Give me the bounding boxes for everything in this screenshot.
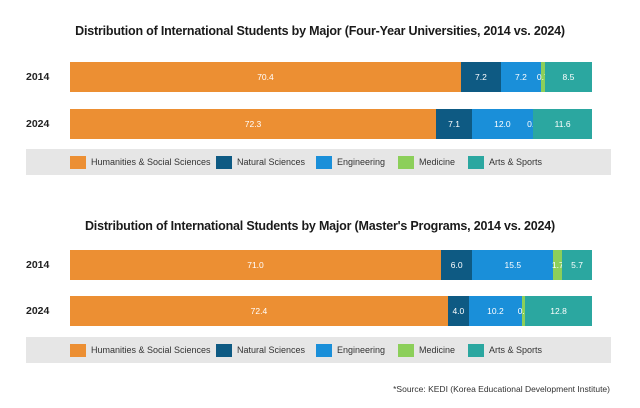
stacked-bar: 70.4 7.2 7.2 0.7 8.5: [70, 62, 592, 92]
bar-segment-engineering: [468, 296, 523, 326]
data-label: 5.7: [571, 260, 584, 270]
bar-segment-humanities: [70, 62, 461, 92]
bar-segment-arts: [562, 250, 592, 280]
data-label: 0.1: [527, 109, 539, 139]
category-label: 2024: [26, 305, 50, 317]
legend-label: Arts & Sports: [489, 345, 543, 355]
bar-segment-engineering: [500, 62, 541, 92]
legend-label: Humanities & Social Sciences: [91, 345, 211, 355]
legend-swatch: [316, 343, 332, 357]
legend-swatch: [216, 343, 232, 357]
stacked-bar: 72.4 4.0 10.2 0.6 12.8: [70, 296, 592, 326]
legend-item-medicine: Medicine: [398, 149, 455, 175]
legend-item-engineering: Engineering: [316, 149, 385, 175]
legend: Humanities & Social Sciences Natural Scie…: [26, 337, 611, 363]
legend-item-arts: Arts & Sports: [468, 149, 542, 175]
data-label: 10.2: [487, 306, 504, 316]
legend-swatch: [70, 155, 86, 169]
data-label: 72.3: [244, 119, 262, 129]
data-label: 12.0: [494, 119, 511, 129]
chart-title: Distribution of International Students b…: [75, 24, 565, 38]
legend-label: Arts & Sports: [489, 157, 543, 167]
data-label: 8.5: [562, 72, 575, 82]
data-label: 72.4: [250, 306, 268, 316]
bar-segment-humanities: [70, 296, 448, 326]
bar-segment-arts: [525, 296, 592, 326]
bar-segment-natural: [436, 109, 472, 139]
data-label: 11.6: [554, 119, 571, 129]
legend-item-natural: Natural Sciences: [216, 149, 305, 175]
bar-segment-natural: [447, 296, 469, 326]
category-label: 2014: [26, 71, 50, 83]
bar-segment-engineering: [472, 250, 554, 280]
legend-item-natural: Natural Sciences: [216, 337, 305, 363]
legend-label: Medicine: [419, 345, 456, 355]
source-note: *Source: KEDI (Korea Educational Develop…: [393, 384, 610, 394]
data-label: 4.0: [452, 306, 465, 316]
legend-item-arts: Arts & Sports: [468, 337, 542, 363]
stacked-bar: 72.3 7.1 12.0 0.1 11.6: [70, 109, 592, 139]
data-label: 7.2: [514, 72, 527, 82]
data-label: 1.7: [551, 260, 564, 270]
legend-swatch: [468, 343, 484, 357]
data-label: 0.6: [517, 306, 530, 316]
legend-label: Engineering: [337, 157, 386, 167]
data-label: 6.0: [450, 260, 463, 270]
bar-segment-natural: [460, 62, 501, 92]
legend-swatch: [216, 155, 232, 169]
stacked-bar: 71.0 6.0 15.5 1.7 5.7: [70, 250, 592, 280]
bar-segment-humanities: [70, 250, 441, 280]
legend-swatch: [316, 155, 332, 169]
legend-item-medicine: Medicine: [398, 337, 455, 363]
bar-segment-arts: [533, 109, 592, 139]
data-label: 71.0: [247, 260, 264, 270]
bar-segment-natural: [440, 250, 473, 280]
legend-swatch: [468, 155, 484, 169]
legend-swatch: [398, 155, 414, 169]
legend-swatch: [398, 343, 414, 357]
legend-item-engineering: Engineering: [316, 337, 385, 363]
legend-label: Engineering: [337, 345, 386, 355]
category-label: 2014: [26, 259, 50, 271]
bar-segment-medicine: [532, 109, 534, 139]
data-label: 7.2: [475, 72, 487, 82]
bar-segment-humanities: [70, 109, 437, 139]
legend-label: Medicine: [419, 157, 456, 167]
legend-swatch: [70, 343, 86, 357]
legend: Humanities & Social Sciences Natural Scie…: [26, 149, 611, 175]
data-label: 15.5: [504, 260, 522, 270]
data-label: 7.1: [448, 119, 460, 129]
bar-segment-arts: [544, 62, 592, 92]
category-label: 2024: [26, 118, 50, 130]
bar-segment-medicine: [553, 250, 563, 280]
legend-label: Natural Sciences: [237, 157, 306, 167]
chart-title: Distribution of International Students b…: [84, 219, 556, 233]
bar-segment-medicine: [540, 62, 545, 92]
data-label: 0.7: [536, 72, 549, 82]
bar-segment-engineering: [472, 109, 533, 139]
legend-item-humanities: Humanities & Social Sciences: [70, 337, 211, 363]
bar-segment-medicine: [522, 296, 526, 326]
legend-label: Humanities & Social Sciences: [91, 157, 211, 167]
legend-label: Natural Sciences: [237, 345, 306, 355]
data-label: 12.8: [550, 306, 567, 316]
data-label: 70.4: [257, 72, 274, 82]
legend-item-humanities: Humanities & Social Sciences: [70, 149, 211, 175]
